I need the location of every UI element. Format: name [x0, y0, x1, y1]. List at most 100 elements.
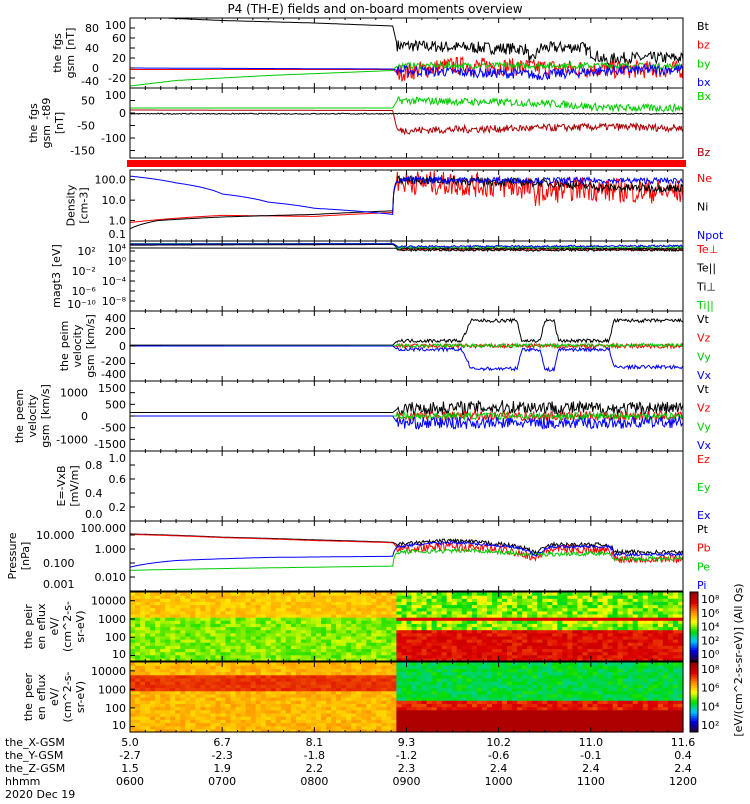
legend-Pt: Pt [697, 523, 709, 536]
spectrogram-cell [195, 608, 201, 612]
spectrogram-cell [261, 662, 267, 666]
spectrogram-cell [351, 614, 357, 618]
spectrogram-cell [371, 608, 377, 612]
spectrogram-cell [658, 642, 664, 646]
spectrogram-cell [321, 592, 327, 596]
spectrogram-cell [236, 614, 242, 618]
y-tick-label: 100.000 [81, 522, 127, 535]
spectrogram-cell [296, 623, 302, 627]
y-tick-label: 0 [119, 107, 126, 120]
spectrogram-cell [517, 642, 523, 646]
spectrogram-cell [210, 592, 216, 596]
spectrogram-cell [346, 649, 352, 653]
spectrogram-cell [532, 592, 538, 596]
spectrogram-cell [673, 614, 679, 618]
spectrogram-cell [301, 633, 307, 637]
y-tick-label: 10⁻¹⁰ [67, 298, 96, 311]
spectrogram-cell [598, 592, 604, 596]
legend-Ti||: Ti|| [696, 299, 714, 312]
spectrogram-cell [517, 649, 523, 653]
spectrogram-cell [346, 614, 352, 618]
spectrogram-cell [256, 642, 262, 646]
spectrogram-cell [567, 592, 573, 596]
spectrogram-cell [396, 608, 402, 612]
spectrogram-cell [412, 614, 418, 618]
spectrogram-cell [598, 642, 604, 646]
spectrogram-cell [301, 598, 307, 602]
spectrogram-cell [577, 633, 583, 637]
spectrogram-cell [648, 614, 654, 618]
spectrogram-cell [482, 608, 488, 612]
spectrogram-cell [447, 662, 453, 666]
spectrogram-cell [613, 633, 619, 637]
spectrogram-cell [673, 623, 679, 627]
spectrogram-cell [341, 598, 347, 602]
spectrogram-cell [638, 598, 644, 602]
spectrogram-cell [226, 598, 232, 602]
spectrogram-cell [296, 633, 302, 637]
spectrogram-cell [371, 598, 377, 602]
spectrogram-cell [422, 598, 428, 602]
y-tick-label: 500 [105, 398, 126, 411]
spectrogram-cell [205, 623, 211, 627]
spectrogram-cell [477, 642, 483, 646]
spectrogram-cell [205, 649, 211, 653]
y-axis-label: magt3 [50, 272, 63, 308]
spectrogram-cell [271, 614, 277, 618]
spectrogram-cell [301, 592, 307, 596]
spectrogram-cell [200, 598, 206, 602]
spectrogram-cell [351, 642, 357, 646]
spectrogram-cell [381, 662, 387, 666]
spectrogram-cell [170, 598, 176, 602]
spectrogram-cell [577, 598, 583, 602]
spectrogram-cell [603, 598, 609, 602]
spectrogram-cell [442, 598, 448, 602]
spectrogram-cell [588, 598, 594, 602]
legend-Npot: Npot [697, 229, 724, 242]
legend-bz: bz [697, 39, 710, 52]
spectrogram-cell [366, 642, 372, 646]
spectrogram-cell [246, 662, 252, 666]
spectrogram-cell [135, 662, 141, 666]
spectrogram-cell [361, 592, 367, 596]
spectrogram-cell [658, 598, 664, 602]
spectrogram-cell [366, 592, 372, 596]
legend-Ni: Ni [697, 201, 708, 214]
spectrogram-cell [537, 623, 543, 627]
spectrogram-cell [361, 642, 367, 646]
spectrogram-cell [185, 608, 191, 612]
spectrogram-cell [673, 642, 679, 646]
spectrogram-cell [487, 662, 493, 666]
spectrogram-cell [623, 649, 629, 653]
spectrogram-cell [547, 598, 553, 602]
spectrogram-cell [145, 608, 151, 612]
spectrogram-cell [361, 598, 367, 602]
y-axis-label: eflux [35, 603, 48, 631]
spectrogram-cell [588, 633, 594, 637]
spectrogram-cell [447, 608, 453, 612]
series-line-unnamed [130, 113, 683, 114]
spectrogram-cell [567, 642, 573, 646]
spectrogram-cell [427, 614, 433, 618]
spectrogram-cell [517, 614, 523, 618]
spectrogram-cell [608, 649, 614, 653]
spectrogram-cell [492, 623, 498, 627]
spectrogram-cell [271, 649, 277, 653]
spectrogram-cell [316, 623, 322, 627]
spectrogram-cell [170, 633, 176, 637]
spectrogram-cell [381, 592, 387, 596]
legend-Vy: Vy [697, 350, 711, 363]
spectrogram-cell [618, 598, 624, 602]
spectrogram-cell [246, 633, 252, 637]
spectrogram-cell [376, 598, 382, 602]
spectrogram-cell [608, 633, 614, 637]
spectrogram-cell [447, 614, 453, 618]
spectrogram-cell [593, 598, 599, 602]
spectrogram-cell [321, 623, 327, 627]
y-axis-label: (cm^2-s- [61, 601, 74, 652]
spectrogram-cell [286, 662, 292, 666]
y-axis-label: the [51, 55, 64, 73]
spectrogram-cell [246, 592, 252, 596]
spectrogram-cell [623, 608, 629, 612]
